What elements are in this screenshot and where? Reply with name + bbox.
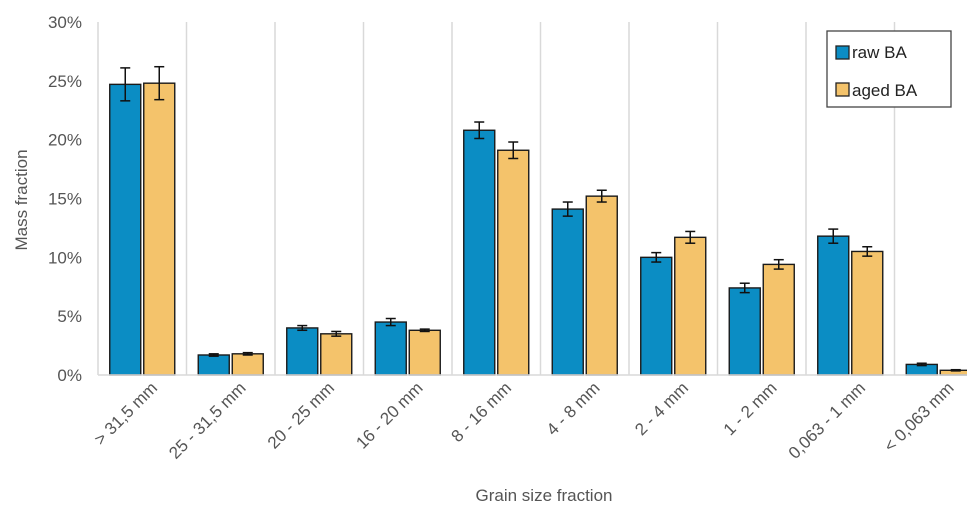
bar <box>231 353 264 376</box>
legend-label-raw: raw BA <box>852 43 907 62</box>
bar <box>762 263 795 376</box>
y-tick-label: 30% <box>48 13 82 32</box>
y-tick-label: 25% <box>48 72 82 91</box>
y-tick-label: 10% <box>48 248 82 267</box>
x-tick-label: < 0,063 mm <box>880 378 957 455</box>
bar <box>851 250 884 376</box>
x-tick-label: 2 - 4 mm <box>631 378 692 439</box>
y-tick-label: 0% <box>57 366 82 385</box>
x-tick-label: 25 - 31,5 mm <box>165 378 249 462</box>
bar <box>463 129 496 376</box>
legend-label-aged: aged BA <box>852 81 918 100</box>
bar <box>109 83 142 376</box>
bar <box>817 235 850 376</box>
legend: raw BA aged BA <box>826 30 952 108</box>
y-tick-label: 5% <box>57 307 82 326</box>
bar <box>320 333 353 376</box>
y-axis-title: Mass fraction <box>12 149 31 250</box>
bar <box>585 195 618 376</box>
legend-swatch-raw <box>835 45 850 60</box>
gridlines <box>97 22 896 375</box>
bar <box>408 329 441 376</box>
legend-swatch-aged <box>835 82 850 97</box>
x-tick-label: 0,063 - 1 mm <box>785 378 869 462</box>
x-tick-label: 8 - 16 mm <box>448 378 516 446</box>
bars <box>109 65 967 376</box>
y-tick-label: 15% <box>48 190 82 209</box>
bar <box>197 354 230 376</box>
bar <box>143 82 176 376</box>
x-tick-label: 4 - 8 mm <box>543 378 604 439</box>
bar <box>640 256 673 376</box>
x-axis-title: Grain size fraction <box>476 486 613 505</box>
bar <box>286 327 319 376</box>
legend-frame <box>826 30 952 108</box>
x-tick-label: > 31,5 mm <box>91 378 162 449</box>
bar <box>551 208 584 376</box>
x-tick-label: 20 - 25 mm <box>264 378 338 452</box>
x-tick-label: 1 - 2 mm <box>720 378 781 439</box>
bar <box>728 287 761 376</box>
bar <box>497 149 530 376</box>
y-tick-label: 20% <box>48 131 82 150</box>
bar <box>374 321 407 376</box>
x-tick-label: 16 - 20 mm <box>352 378 426 452</box>
bar <box>674 236 707 376</box>
